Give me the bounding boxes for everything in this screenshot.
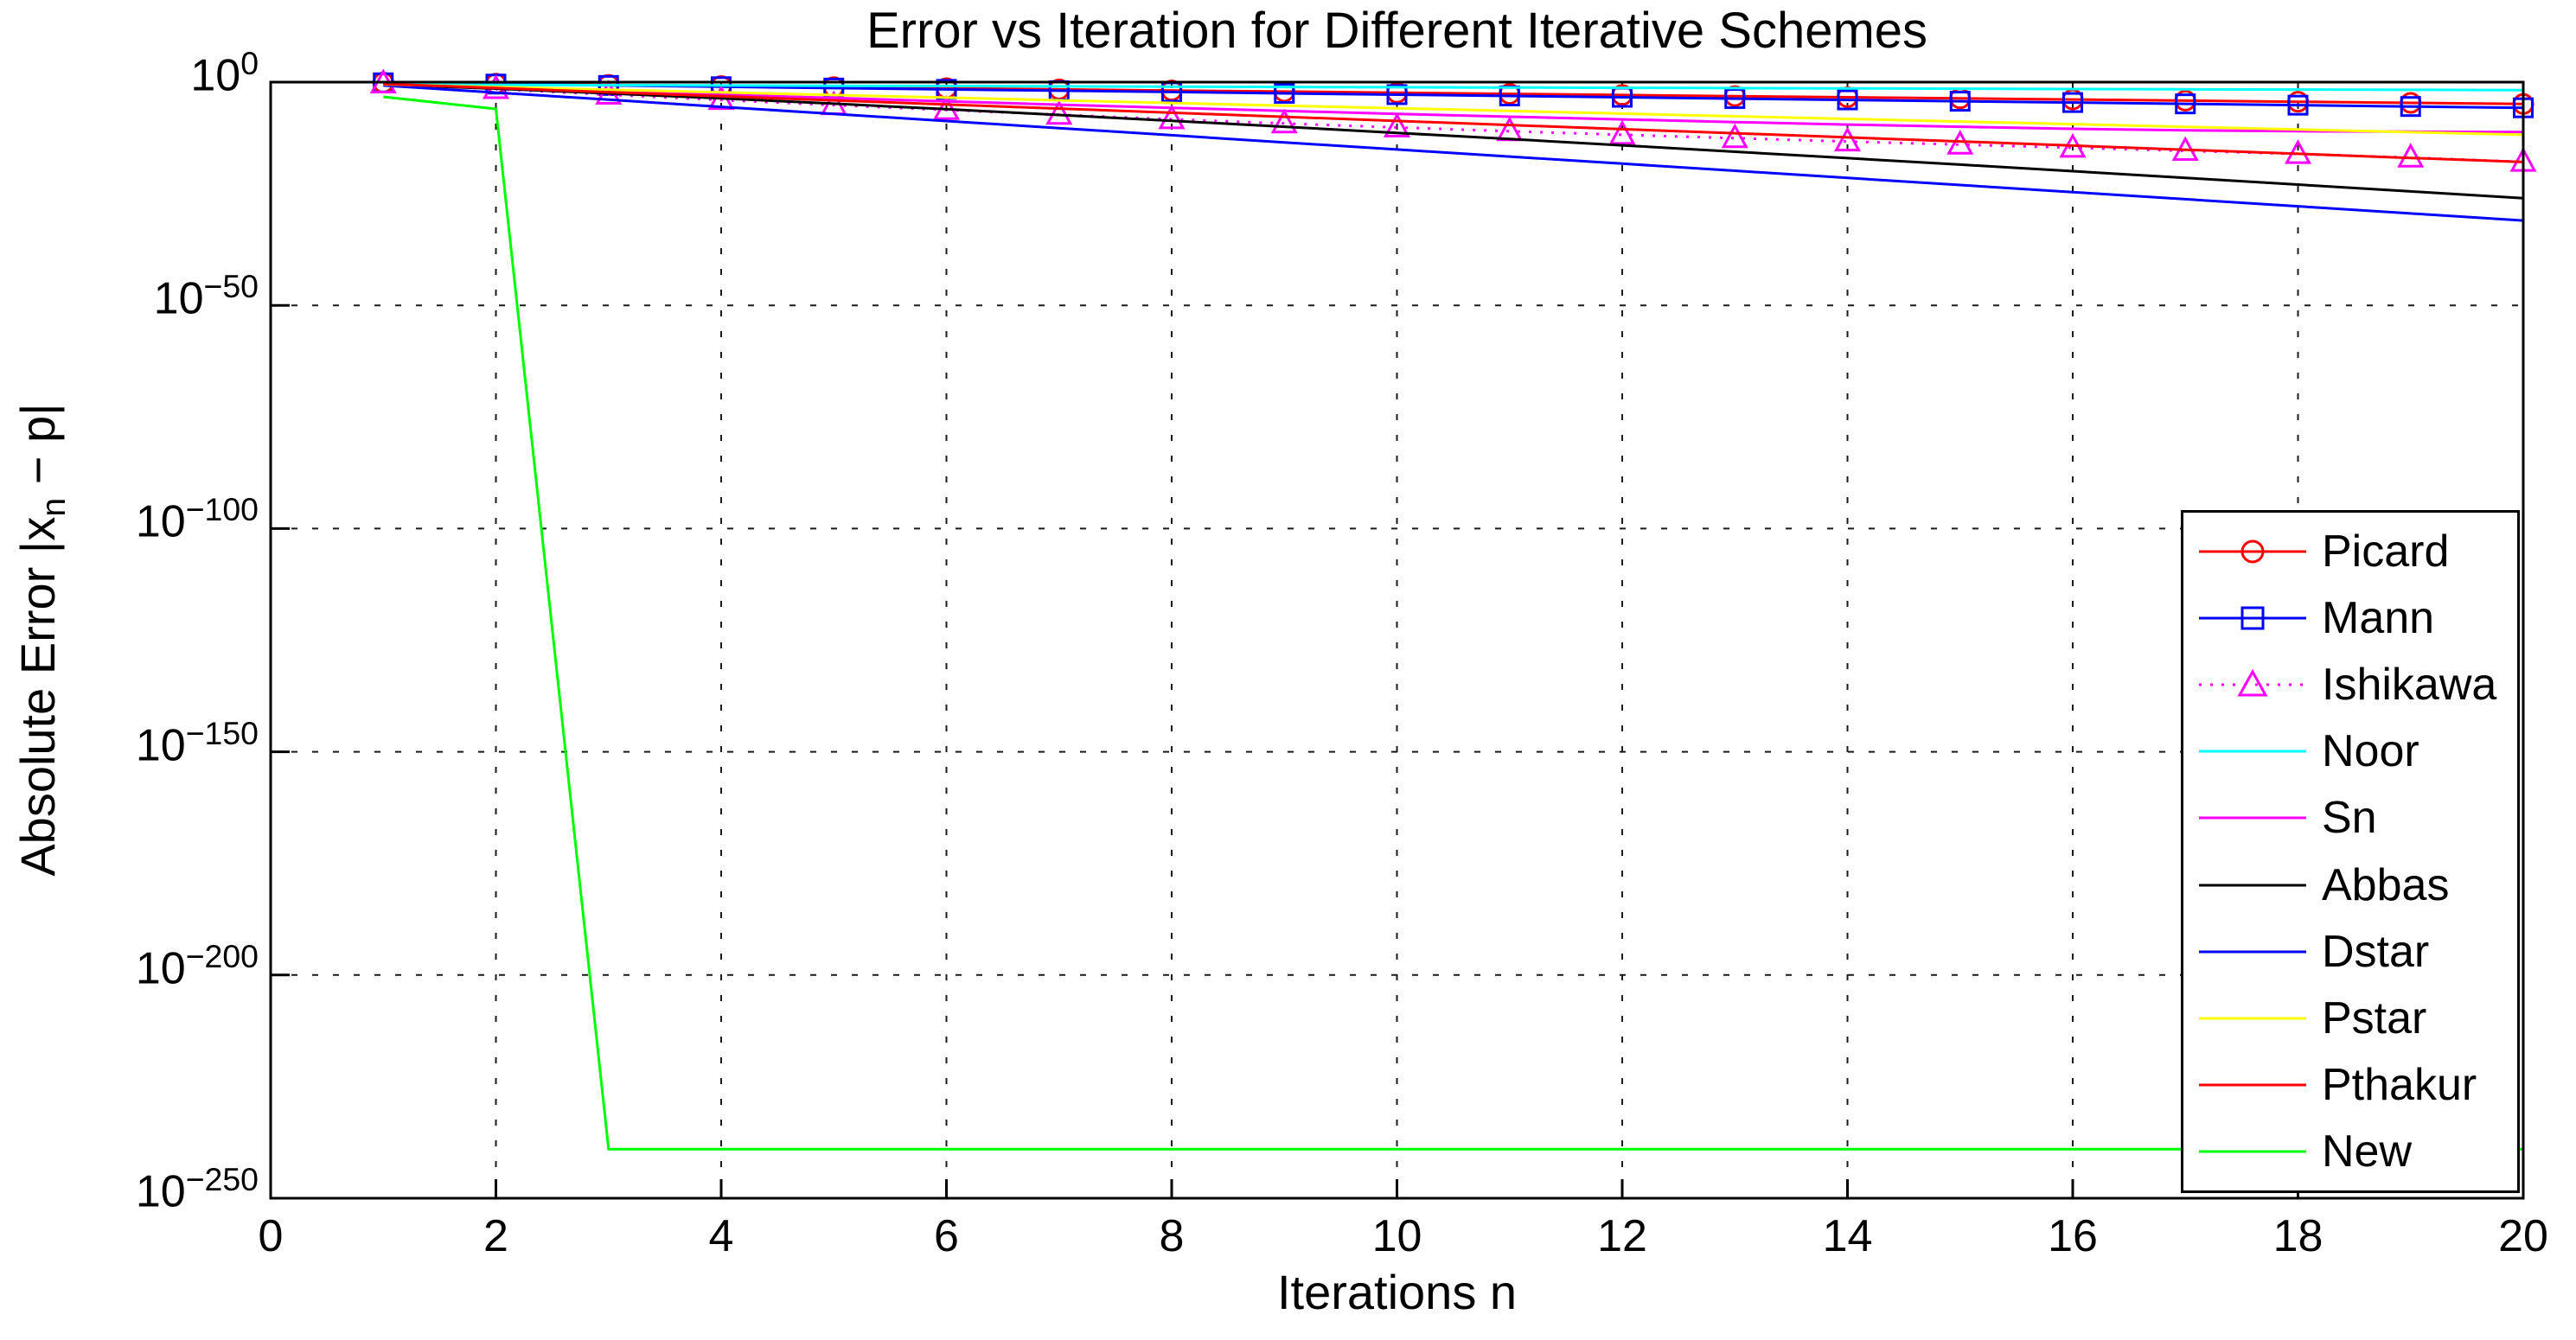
chart-title: Error vs Iteration for Different Iterati… xyxy=(866,3,1928,59)
y-tick-base: 10 xyxy=(135,1166,186,1217)
series-line-noor xyxy=(383,83,2524,92)
marker-triangle xyxy=(1833,126,1862,152)
legend-label-ishikawa: Ishikawa xyxy=(2322,659,2497,710)
y-axis-label-part2: − p| xyxy=(10,403,65,498)
legend-label-pstar: Pstar xyxy=(2322,992,2427,1043)
series-line-abbas xyxy=(383,83,2524,200)
legend-swatch-sn xyxy=(2199,816,2306,820)
marker-square xyxy=(1949,91,1971,112)
x-tick-label-8: 8 xyxy=(1159,1211,1185,1261)
series-line-mann xyxy=(383,81,2524,110)
y-tick-label--150: 10−150 xyxy=(135,714,259,770)
x-tick-label-12: 12 xyxy=(1597,1211,1647,1261)
marker-triangle xyxy=(1045,99,1073,125)
x-tick-label-10: 10 xyxy=(1371,1211,1422,1261)
marker-triangle xyxy=(2397,143,2425,168)
legend-row-new: New xyxy=(2196,1127,2517,1176)
legend-swatch-pthakur xyxy=(2199,1083,2306,1087)
y-tick-label-0: 100 xyxy=(190,45,259,101)
series-line-pthakur xyxy=(383,82,2524,163)
series-line-sn xyxy=(383,83,2524,134)
legend-row-noor: Noor xyxy=(2196,727,2517,775)
marker-triangle xyxy=(1270,108,1298,134)
marker-square xyxy=(1386,84,1408,105)
legend-label-pthakur: Pthakur xyxy=(2322,1060,2477,1111)
y-tick-exponent: −250 xyxy=(185,1161,259,1197)
x-tick-label-18: 18 xyxy=(2272,1211,2324,1261)
legend-row-pstar: Pstar xyxy=(2196,994,2517,1043)
marker-triangle xyxy=(1608,119,1636,145)
y-tick-base: 10 xyxy=(190,50,241,101)
x-tick-label-20: 20 xyxy=(2498,1211,2548,1261)
legend-row-mann: Mann xyxy=(2196,594,2517,642)
y-tick-exponent: −150 xyxy=(185,714,259,751)
legend-label-noor: Noor xyxy=(2322,726,2419,777)
legend-label-sn: Sn xyxy=(2322,793,2377,844)
legend-label-abbas: Abbas xyxy=(2322,859,2450,910)
marker-square xyxy=(2287,94,2309,116)
legend-label-dstar: Dstar xyxy=(2322,926,2430,977)
series-line-pstar xyxy=(383,83,2524,137)
marker-triangle xyxy=(1383,112,1411,137)
y-axis-label-subscript: n xyxy=(35,497,74,517)
marker-square xyxy=(2062,92,2083,113)
y-tick-label--100: 10−100 xyxy=(135,491,259,547)
marker-square xyxy=(2175,93,2196,115)
legend-swatch-new xyxy=(2199,1150,2306,1153)
legend-row-abbas: Abbas xyxy=(2196,861,2517,909)
y-tick-exponent: −50 xyxy=(203,268,259,305)
legend-row-dstar: Dstar xyxy=(2196,928,2517,976)
legend-swatch-abbas xyxy=(2199,884,2306,887)
legend-swatch-picard xyxy=(2199,539,2306,564)
y-tick-exponent: −200 xyxy=(185,937,259,974)
y-tick-label--250: 10−250 xyxy=(135,1161,259,1217)
x-tick-label-4: 4 xyxy=(708,1211,734,1261)
marker-square xyxy=(1724,88,1746,110)
y-tick-exponent: −100 xyxy=(185,491,259,528)
legend-row-pthakur: Pthakur xyxy=(2196,1061,2517,1109)
legend-label-picard: Picard xyxy=(2322,526,2450,577)
y-tick-exponent: 0 xyxy=(240,45,259,81)
legend-marker-square xyxy=(2240,606,2265,630)
legend: Picard Mann Ishikawa Noor Sn Abbas Dstar Pstar P… xyxy=(2181,510,2520,1193)
marker-triangle xyxy=(2284,138,2312,164)
y-tick-label--50: 10−50 xyxy=(153,268,259,324)
legend-marker-triangle xyxy=(2237,668,2268,697)
legend-label-mann: Mann xyxy=(2322,592,2435,643)
legend-marker-circle xyxy=(2240,539,2265,564)
y-tick-base: 10 xyxy=(135,496,186,547)
y-tick-label--200: 10−200 xyxy=(135,937,259,994)
series-line-new xyxy=(383,95,2523,1151)
x-tick-label-2: 2 xyxy=(483,1211,508,1261)
marker-triangle xyxy=(1496,116,1524,142)
y-axis-label-part1: Absolute Error |x xyxy=(10,516,65,877)
series-line-dstar xyxy=(383,84,2524,222)
x-axis-label: Iterations n xyxy=(1276,1265,1518,1319)
legend-swatch-mann xyxy=(2199,606,2306,630)
legend-swatch-pstar xyxy=(2199,1017,2306,1020)
legend-swatch-dstar xyxy=(2199,950,2306,954)
y-axis-label: Absolute Error |xn − p| xyxy=(10,403,74,876)
marker-triangle xyxy=(1158,104,1186,130)
legend-swatch-noor xyxy=(2199,750,2306,753)
x-tick-label-16: 16 xyxy=(2048,1211,2098,1261)
y-tick-base: 10 xyxy=(135,943,186,994)
x-tick-label-6: 6 xyxy=(934,1211,959,1261)
marker-triangle xyxy=(1721,123,1748,149)
legend-row-sn: Sn xyxy=(2196,794,2517,842)
y-tick-base: 10 xyxy=(135,719,186,770)
legend-row-ishikawa: Ishikawa xyxy=(2196,660,2517,709)
legend-row-picard: Picard xyxy=(2196,527,2517,576)
y-tick-base: 10 xyxy=(153,273,204,324)
legend-label-new: New xyxy=(2322,1126,2413,1177)
marker-square xyxy=(2400,96,2421,118)
x-tick-label-0: 0 xyxy=(258,1211,284,1261)
x-tick-label-14: 14 xyxy=(1822,1211,1873,1261)
legend-swatch-ishikawa xyxy=(2199,668,2306,697)
marker-square xyxy=(1274,82,1295,104)
marker-square xyxy=(1837,89,1858,111)
